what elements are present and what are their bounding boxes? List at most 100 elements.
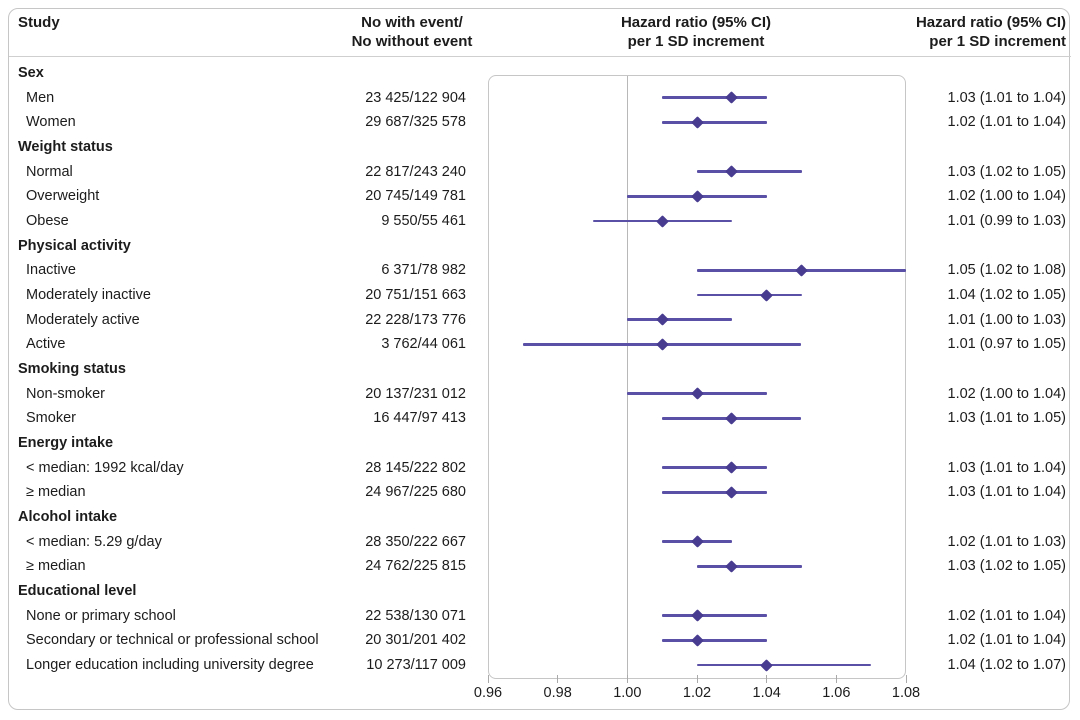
- row-label: < median: 5.29 g/day: [26, 533, 162, 550]
- x-tick-label: 1.00: [613, 685, 642, 701]
- x-axis-tick: [557, 675, 559, 683]
- row-label: Men: [26, 89, 55, 106]
- row-hr-ci-text: 1.03 (1.02 to 1.05): [947, 558, 1067, 575]
- x-tick-label: 0.98: [543, 685, 572, 701]
- row-event-counts: 20 745/149 781: [365, 188, 466, 205]
- row-hr-ci-text: 1.02 (1.00 to 1.04): [947, 385, 1067, 402]
- ci-whisker-line: [697, 293, 802, 297]
- row-hr-ci-text: 1.03 (1.02 to 1.05): [947, 163, 1067, 180]
- row-hr-ci-text: 1.04 (1.02 to 1.05): [947, 287, 1067, 304]
- ci-whisker-line: [627, 318, 732, 321]
- x-axis-tick: [696, 675, 698, 683]
- row-label: Active: [26, 336, 66, 353]
- row-label: ≥ median: [26, 484, 86, 501]
- row-event-counts: 22 228/173 776: [365, 311, 466, 328]
- row-label: Moderately active: [26, 311, 140, 328]
- row-label: Longer education including university de…: [26, 657, 314, 674]
- reference-line: [627, 76, 628, 678]
- row-label: ≥ median: [26, 558, 86, 575]
- x-tick-label: 1.02: [682, 685, 712, 701]
- row-label: None or primary school: [26, 607, 176, 624]
- row-label: Overweight: [26, 188, 100, 205]
- row-hr-ci-text: 1.02 (1.01 to 1.04): [947, 114, 1067, 131]
- row-label: Women: [26, 114, 76, 131]
- group-label: Weight status: [18, 139, 113, 155]
- x-axis-tick: [835, 675, 837, 683]
- ci-whisker-line: [697, 663, 872, 667]
- row-event-counts: 3 762/44 061: [381, 336, 466, 353]
- group-label: Educational level: [18, 583, 137, 600]
- row-hr-ci-text: 1.03 (1.01 to 1.04): [947, 459, 1067, 476]
- row-event-counts: 9 550/55 461: [381, 213, 466, 230]
- row-hr-ci-text: 1.01 (0.97 to 1.05): [947, 336, 1067, 353]
- column-header-events-line2: No without event: [351, 33, 473, 50]
- ci-whisker-line: [662, 639, 767, 642]
- group-label: Physical activity: [18, 237, 131, 254]
- column-header-study: Study: [18, 14, 60, 31]
- figure-border: [8, 8, 1070, 710]
- ci-whisker-line: [697, 170, 802, 173]
- row-hr-ci-text: 1.01 (0.99 to 1.03): [947, 213, 1067, 230]
- group-label: Alcohol intake: [18, 509, 118, 526]
- row-event-counts: 28 350/222 667: [365, 533, 466, 550]
- row-label: Secondary or technical or professional s…: [26, 632, 319, 649]
- x-axis-tick: [905, 675, 907, 683]
- row-event-counts: 24 967/225 680: [365, 484, 466, 501]
- row-hr-ci-text: 1.05 (1.02 to 1.08): [947, 262, 1067, 279]
- row-event-counts: 22 538/130 071: [365, 607, 466, 624]
- row-event-counts: 20 137/231 012: [365, 385, 466, 402]
- column-header-hr-ci: Hazard ratio (95% CI) per 1 SD increment: [846, 13, 1066, 51]
- row-event-counts: 23 425/122 904: [365, 89, 466, 106]
- column-header-hr-ci-line2: per 1 SD increment: [929, 33, 1066, 50]
- row-hr-ci-text: 1.02 (1.01 to 1.03): [947, 533, 1067, 550]
- row-hr-ci-text: 1.02 (1.01 to 1.04): [947, 607, 1067, 624]
- x-axis-tick: [487, 675, 489, 683]
- row-label: Moderately inactive: [26, 287, 151, 304]
- row-hr-ci-text: 1.02 (1.00 to 1.04): [947, 188, 1067, 205]
- ci-whisker-line: [662, 96, 767, 99]
- row-event-counts: 20 751/151 663: [365, 287, 466, 304]
- x-tick-label: 1.08: [891, 685, 921, 701]
- row-event-counts: 16 447/97 413: [373, 410, 466, 427]
- column-header-events-line1: No with event/: [361, 14, 463, 31]
- column-header-hr-ci-line1: Hazard ratio (95% CI): [915, 14, 1066, 31]
- row-label: Obese: [26, 213, 69, 230]
- ci-whisker-line: [662, 121, 767, 124]
- ci-whisker-line: [662, 466, 767, 469]
- row-event-counts: 24 762/225 815: [365, 558, 466, 575]
- row-hr-ci-text: 1.01 (1.00 to 1.03): [947, 311, 1067, 328]
- ci-whisker-line: [662, 491, 767, 494]
- group-label: Sex: [18, 65, 44, 81]
- row-hr-ci-text: 1.03 (1.01 to 1.05): [947, 410, 1067, 427]
- column-header-plot-line2: per 1 SD increment: [627, 33, 765, 50]
- row-event-counts: 22 817/243 240: [365, 163, 466, 180]
- row-hr-ci-text: 1.03 (1.01 to 1.04): [947, 89, 1067, 106]
- row-event-counts: 10 273/117 009: [366, 657, 466, 674]
- x-axis-tick: [626, 675, 628, 683]
- column-header-events: No with event/ No without event: [312, 13, 512, 51]
- row-event-counts: 28 145/222 802: [365, 459, 466, 476]
- row-hr-ci-text: 1.04 (1.02 to 1.07): [947, 657, 1067, 674]
- group-label: Energy intake: [18, 435, 114, 452]
- row-event-counts: 29 687/325 578: [365, 114, 466, 131]
- plot-area: [488, 75, 906, 679]
- column-header-plot-line1: Hazard ratio (95% CI): [620, 14, 772, 31]
- row-hr-ci-text: 1.03 (1.01 to 1.04): [947, 484, 1067, 501]
- ci-whisker-line: [697, 565, 802, 568]
- header-separator: [9, 56, 1071, 57]
- row-hr-ci-text: 1.02 (1.01 to 1.04): [947, 632, 1067, 649]
- row-label: Normal: [26, 163, 73, 180]
- x-tick-label: 0.96: [473, 685, 503, 701]
- row-label: Inactive: [26, 262, 76, 279]
- group-label: Smoking status: [18, 361, 126, 378]
- row-label: Non-smoker: [26, 385, 105, 402]
- ci-whisker-line: [662, 614, 767, 617]
- x-axis-tick: [766, 675, 768, 683]
- row-label: < median: 1992 kcal/day: [26, 459, 184, 476]
- x-tick-label: 1.04: [752, 685, 781, 701]
- column-header-plot: Hazard ratio (95% CI) per 1 SD increment: [576, 13, 816, 51]
- row-event-counts: 20 301/201 402: [365, 632, 466, 649]
- x-tick-label: 1.06: [822, 685, 851, 701]
- row-label: Smoker: [26, 410, 76, 427]
